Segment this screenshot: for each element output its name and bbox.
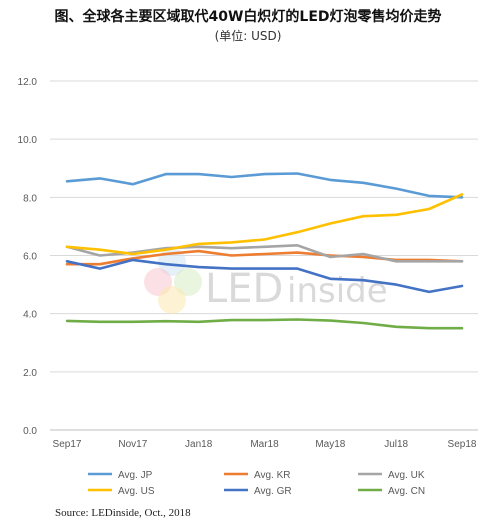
series-lines	[65, 172, 464, 330]
series-line-avg-gr	[65, 258, 464, 294]
legend-label-avg-us: Avg. US	[118, 486, 155, 497]
legend-label-avg-uk: Avg. UK	[388, 470, 425, 481]
x-tick-label: Sep18	[448, 439, 477, 450]
watermark-text-led: LED	[205, 266, 283, 312]
legend-label-avg-kr: Avg. KR	[254, 470, 291, 481]
legend-label-avg-gr: Avg. GR	[254, 486, 292, 497]
x-tick-label: Mar18	[250, 439, 279, 450]
gridlines	[50, 80, 478, 431]
x-tick-label: Nov17	[118, 439, 147, 450]
legend-label-avg-cn: Avg. CN	[388, 486, 425, 497]
series-line-avg-uk	[65, 244, 464, 263]
x-tick-label: Jan18	[185, 439, 213, 450]
series-line-avg-cn	[65, 318, 464, 330]
y-tick-label: 4.0	[23, 310, 37, 321]
y-tick-label: 10.0	[18, 135, 38, 146]
chart-subtitle: (单位: USD)	[214, 29, 282, 43]
y-tick-label: 6.0	[23, 252, 37, 263]
watermark-text-inside: inside	[287, 271, 388, 311]
x-tick-label: Jul18	[384, 439, 408, 450]
y-tick-label: 2.0	[23, 368, 37, 379]
chart-title: 图、全球各主要区域取代40W白炽灯的LED灯泡零售均价走势	[54, 9, 442, 25]
series-line-avg-us	[65, 193, 464, 256]
x-tick-label: May18	[315, 439, 345, 450]
series-line-avg-jp	[65, 172, 464, 199]
y-tick-label: 0.0	[23, 426, 37, 437]
y-axis-tick-labels: 0.0 2.0 4.0 6.0 8.0 10.0 12.0	[18, 77, 38, 437]
x-tick-label: Sep17	[53, 439, 82, 450]
y-tick-label: 8.0	[23, 193, 37, 204]
legend: Avg. JP Avg. KR Avg. UK Avg. US Avg. GR Avg. …	[88, 470, 425, 497]
legend-label-avg-jp: Avg. JP	[118, 470, 153, 481]
source-note: Source: LEDinside, Oct., 2018	[55, 507, 191, 519]
x-axis-tick-labels: Sep17 Nov17 Jan18 Mar18 May18 Jul18 Sep18	[53, 439, 477, 450]
series-line-avg-kr	[65, 249, 464, 266]
y-tick-label: 12.0	[18, 77, 38, 88]
watermark-logo: LED inside	[144, 248, 388, 314]
